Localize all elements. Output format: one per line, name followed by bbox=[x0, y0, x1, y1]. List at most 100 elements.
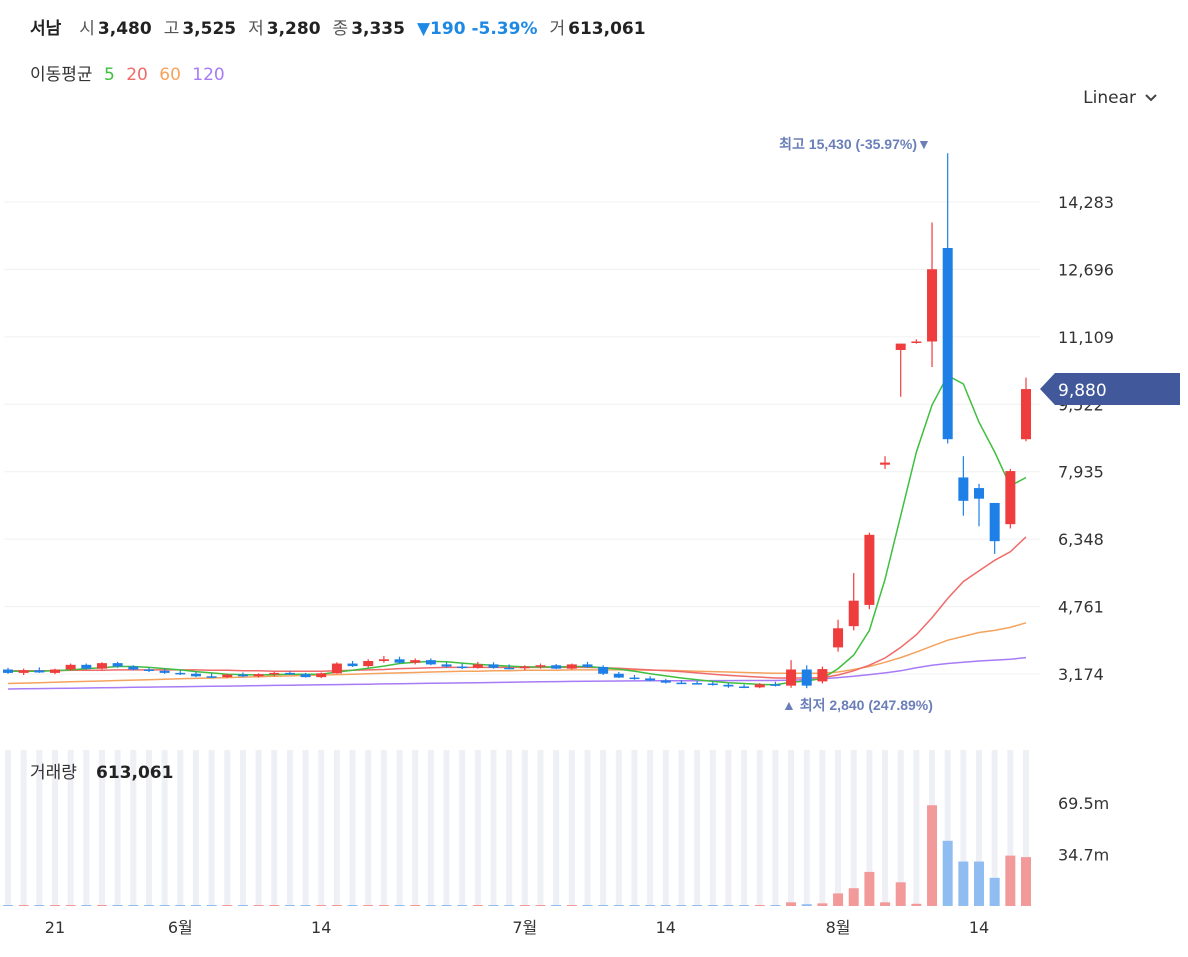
volume-bar bbox=[880, 902, 891, 906]
candle bbox=[723, 683, 734, 688]
candle-body bbox=[269, 672, 280, 675]
volume-bar bbox=[18, 905, 29, 906]
volume-bar bbox=[81, 905, 92, 906]
volume-bar bbox=[833, 893, 844, 906]
date-tick-label: 14 bbox=[969, 918, 989, 937]
volume-bar bbox=[378, 905, 389, 906]
candle bbox=[989, 502, 1000, 554]
candle-body bbox=[974, 488, 985, 499]
volume-bar bbox=[253, 905, 264, 906]
volume-bar bbox=[974, 861, 985, 906]
volume-bar bbox=[143, 905, 154, 906]
low-annotation: ▲ 최저 2,840 (247.89%) bbox=[782, 697, 933, 713]
candle bbox=[786, 660, 797, 688]
candle-body bbox=[551, 665, 562, 669]
candle bbox=[316, 672, 327, 678]
candle-body bbox=[629, 677, 640, 680]
candle-body bbox=[895, 343, 906, 350]
candle-body bbox=[488, 664, 499, 668]
volume-bar bbox=[237, 905, 248, 906]
volume-bar bbox=[488, 905, 499, 906]
volume-label: 거 bbox=[549, 19, 566, 39]
candle bbox=[770, 681, 781, 687]
candle bbox=[190, 671, 201, 678]
volume-bar bbox=[676, 905, 687, 906]
current-price-marker: 9,880 bbox=[1040, 373, 1180, 405]
candle-body bbox=[472, 664, 483, 668]
date-tick-label: 21 bbox=[45, 918, 65, 937]
price-tick-label: 12,696 bbox=[1058, 260, 1114, 279]
candle bbox=[598, 665, 609, 676]
candle-body bbox=[1021, 389, 1031, 440]
candle bbox=[739, 684, 750, 689]
candle-body bbox=[833, 628, 844, 648]
candle-body bbox=[598, 666, 609, 674]
volume-bar bbox=[660, 905, 671, 906]
volume-bar bbox=[49, 905, 60, 906]
volume-bar bbox=[911, 903, 922, 906]
candle-body bbox=[613, 673, 624, 678]
candle-body bbox=[128, 666, 139, 670]
volume-bar bbox=[801, 904, 812, 906]
candle-body bbox=[253, 674, 264, 677]
low-label: 저 bbox=[248, 19, 264, 39]
candle bbox=[817, 666, 828, 684]
candle bbox=[1005, 468, 1016, 529]
open-value: 3,480 bbox=[97, 19, 152, 39]
volume-bar bbox=[958, 861, 969, 906]
volume-bar bbox=[410, 905, 421, 906]
candle-body bbox=[770, 684, 781, 686]
candle bbox=[911, 339, 922, 344]
volume-bar bbox=[848, 888, 859, 906]
close-label: 종 bbox=[332, 19, 349, 39]
candle-body bbox=[18, 670, 29, 673]
volume-tick-label: 34.7m bbox=[1058, 846, 1109, 865]
volume-bar bbox=[34, 905, 45, 906]
open-label: 시 bbox=[79, 19, 95, 39]
volume-bar bbox=[159, 905, 170, 906]
volume-bar bbox=[1021, 857, 1031, 906]
ma-5-label[interactable]: 5 bbox=[103, 65, 115, 85]
candle-body bbox=[457, 666, 468, 669]
candle bbox=[112, 661, 123, 668]
scale-selector[interactable]: Linear bbox=[1083, 88, 1158, 108]
candle bbox=[754, 683, 765, 689]
candle bbox=[143, 667, 154, 673]
candle-body bbox=[880, 462, 891, 465]
volume-bar bbox=[441, 905, 452, 906]
candle-body bbox=[989, 502, 1000, 542]
candle-body bbox=[49, 669, 60, 673]
candle bbox=[645, 676, 656, 682]
date-tick-label: 6월 bbox=[168, 918, 193, 937]
volume-bar bbox=[582, 905, 593, 906]
moving-average-legend: 이동평균 5 20 60 120 bbox=[30, 60, 231, 85]
candle bbox=[692, 680, 703, 685]
candle bbox=[472, 661, 483, 669]
volume-bar bbox=[175, 905, 186, 906]
volume-bar bbox=[3, 905, 13, 906]
stock-name: 서남 bbox=[30, 19, 62, 39]
price-axis: 3,1744,7616,3487,9359,52211,10912,69614,… bbox=[1058, 193, 1114, 684]
candle bbox=[613, 672, 624, 678]
ma-60-label[interactable]: 60 bbox=[159, 65, 181, 85]
candle-body bbox=[347, 663, 358, 667]
volume-bar bbox=[739, 905, 750, 906]
candle bbox=[159, 668, 170, 674]
candle bbox=[551, 663, 562, 670]
ma-20-label[interactable]: 20 bbox=[126, 65, 148, 85]
volume-value: 613,061 bbox=[568, 19, 646, 39]
ma5-line bbox=[8, 374, 1027, 686]
volume-bar bbox=[112, 905, 123, 906]
candle-body bbox=[34, 670, 45, 673]
volume-bar bbox=[394, 905, 405, 906]
candle bbox=[175, 670, 186, 676]
ma-120-label[interactable]: 120 bbox=[192, 65, 225, 85]
candle-body bbox=[143, 669, 154, 671]
volume-bar bbox=[222, 905, 233, 906]
candle bbox=[942, 153, 953, 444]
date-tick-label: 8월 bbox=[826, 918, 851, 937]
volume-bar bbox=[864, 871, 875, 906]
candle-body bbox=[723, 684, 734, 687]
candle-body bbox=[848, 600, 859, 627]
